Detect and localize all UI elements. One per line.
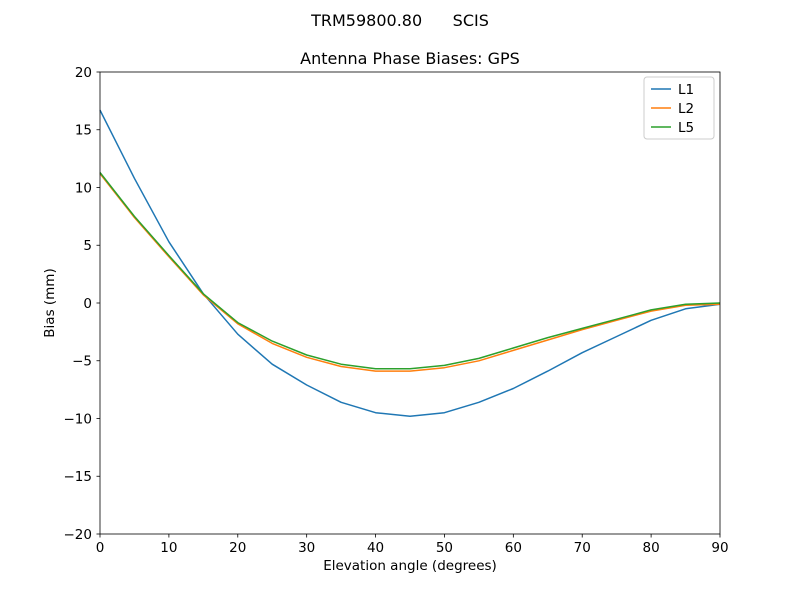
y-tick-label: −5 <box>72 354 92 370</box>
y-tick-label: 5 <box>83 238 92 254</box>
legend-label-L5: L5 <box>678 120 694 136</box>
legend-box <box>643 76 715 140</box>
x-tick-label: 0 <box>96 540 105 556</box>
y-tick-label: 20 <box>75 65 92 81</box>
legend-label-L1: L1 <box>678 82 694 98</box>
y-axis-label: Bias (mm) <box>42 268 58 337</box>
x-tick-label: 30 <box>298 540 315 556</box>
x-tick-label: 80 <box>643 540 660 556</box>
x-tick-label: 70 <box>574 540 591 556</box>
legend-label-L2: L2 <box>678 101 694 117</box>
x-tick-label: 50 <box>436 540 453 556</box>
x-axis-label: Elevation angle (degrees) <box>323 558 497 574</box>
y-tick-label: 0 <box>83 296 92 312</box>
series-line-L2 <box>99 173 721 372</box>
x-tick-label: 90 <box>711 540 728 556</box>
x-tick-label: 60 <box>505 540 522 556</box>
axes-frame <box>99 71 721 535</box>
y-tick-label: 15 <box>75 123 92 139</box>
x-tick-label: 20 <box>229 540 246 556</box>
x-tick-label: 40 <box>367 540 384 556</box>
y-tick-label: −15 <box>64 469 93 485</box>
figure-suptitle: TRM59800.80 SCIS <box>311 11 489 30</box>
series-line-L1 <box>99 109 721 417</box>
chart-title: Antenna Phase Biases: GPS <box>300 49 520 68</box>
x-tick-label: 10 <box>160 540 177 556</box>
series-line-L5 <box>99 172 721 370</box>
y-tick-label: −20 <box>64 527 93 543</box>
y-tick-label: −10 <box>64 411 93 427</box>
y-tick-label: 10 <box>75 180 92 196</box>
